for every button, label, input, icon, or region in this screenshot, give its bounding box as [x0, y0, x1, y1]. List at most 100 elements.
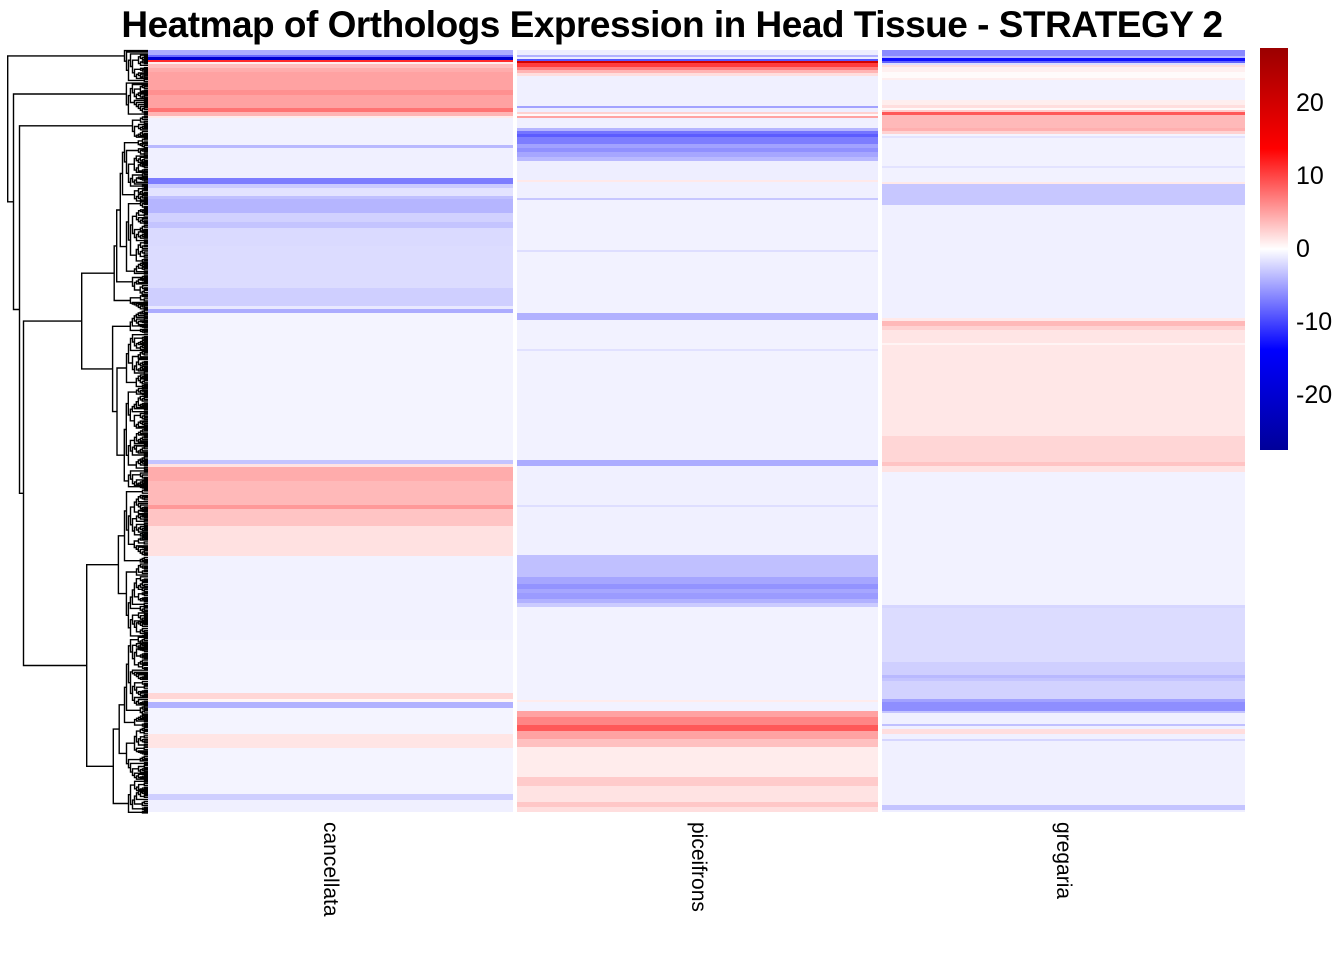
heatmap-band: [148, 147, 513, 178]
heatmap-band: [517, 181, 878, 198]
heatmap-band: [148, 63, 513, 68]
heatmap-band: [882, 607, 1245, 662]
heatmap-band: [882, 317, 1245, 321]
heatmap-band: [882, 133, 1245, 136]
heatmap-band: [882, 681, 1245, 700]
heatmap-band: [882, 183, 1245, 205]
heatmap-band: [148, 144, 513, 148]
heatmap-band: [882, 64, 1245, 67]
heatmap-band: [148, 525, 513, 556]
heatmap-band: [882, 461, 1245, 466]
heatmap-band: [148, 701, 513, 708]
heatmap-band: [882, 661, 1245, 675]
heatmap-band: [148, 227, 513, 246]
row-dendrogram: [7, 49, 148, 814]
heatmap-band: [882, 465, 1245, 472]
heatmap-band: [517, 62, 878, 67]
heatmap-band: [148, 56, 513, 60]
heatmap-band: [148, 305, 513, 309]
heatmap-band: [517, 725, 878, 732]
dendrogram-lines: [7, 49, 148, 814]
heatmap-band: [148, 115, 513, 118]
heatmap-band: [882, 734, 1245, 740]
colorbar-tick-label: 0: [1296, 235, 1310, 263]
heatmap-band: [517, 60, 878, 63]
heatmap-band: [148, 639, 513, 693]
heatmap-band: [517, 111, 878, 114]
heatmap-band: [882, 79, 1245, 100]
colorbar-tick-label: 20: [1296, 88, 1324, 117]
heatmap-band: [148, 312, 513, 460]
colorbar-tick-label: -20: [1296, 381, 1333, 410]
column-label-cancellata: cancellata: [319, 822, 342, 917]
heatmap-band: [517, 107, 878, 112]
heatmap-band: [517, 319, 878, 349]
heatmap-band: [882, 325, 1245, 330]
colorbar: [1260, 48, 1288, 450]
heatmap-band: [517, 179, 878, 182]
heatmap-band: [517, 739, 878, 748]
heatmap-band: [517, 786, 878, 803]
heatmap-band: [882, 62, 1245, 65]
heatmap-band: [517, 348, 878, 351]
heatmap-band: [882, 165, 1245, 168]
heatmap-band: [882, 329, 1245, 343]
heatmap-band: [882, 137, 1245, 166]
heatmap-band: [148, 459, 513, 464]
heatmap-band: [148, 466, 513, 481]
heatmap-band: [517, 151, 878, 157]
heatmap-band: [882, 204, 1245, 318]
heatmap-band: [517, 160, 878, 180]
heatmap-band: [517, 75, 878, 106]
heatmap-band: [882, 71, 1245, 78]
heatmap-band: [882, 50, 1245, 56]
heatmap-band: [148, 221, 513, 228]
heatmap-band: [882, 114, 1245, 128]
heatmap-band: [148, 793, 513, 800]
heatmap-band: [517, 105, 878, 108]
heatmap-band: [882, 57, 1245, 61]
heatmap-band: [882, 739, 1245, 742]
heatmap-band: [517, 251, 878, 313]
heatmap-band: [517, 807, 878, 813]
heatmap-band: [148, 733, 513, 748]
heatmap-band: [148, 59, 513, 62]
heatmap-band: [882, 805, 1245, 811]
heatmap-band: [882, 711, 1245, 714]
heatmap-band: [517, 130, 878, 134]
heatmap-band: [882, 810, 1245, 813]
heatmap-band: [882, 699, 1245, 703]
heatmap-band: [517, 117, 878, 128]
heatmap-band: [148, 117, 513, 145]
colorbar-tick-label: -10: [1296, 308, 1333, 337]
heatmap-band: [882, 130, 1245, 134]
heatmap-band: [517, 127, 878, 131]
heatmap-band: [148, 308, 513, 313]
heatmap-column-gregaria: [882, 50, 1245, 813]
heatmap-band: [517, 50, 878, 55]
heatmap-band: [517, 459, 878, 466]
heatmap-band: [517, 747, 878, 778]
heatmap-band: [517, 607, 878, 701]
heatmap-band: [517, 58, 878, 61]
heatmap-band: [882, 66, 1245, 72]
heatmap-band: [148, 212, 513, 222]
heatmap-band: [882, 677, 1245, 682]
heatmap-band: [882, 604, 1245, 608]
heatmap-band: [148, 67, 513, 72]
heatmap-band: [148, 187, 513, 196]
heatmap-band: [517, 711, 878, 718]
heatmap-band: [517, 589, 878, 594]
heatmap-band: [517, 700, 878, 703]
heatmap-band: [517, 717, 878, 726]
colorbar-tick-label: 10: [1296, 161, 1324, 190]
heatmap-band: [882, 55, 1245, 58]
heatmap-band: [517, 54, 878, 57]
heatmap-band: [517, 603, 878, 608]
heatmap-band: [882, 435, 1245, 462]
heatmap-band: [148, 107, 513, 112]
heatmap-band: [517, 197, 878, 200]
heatmap-band: [148, 463, 513, 467]
heatmap-band: [882, 60, 1245, 63]
heatmap-band: [517, 133, 878, 137]
